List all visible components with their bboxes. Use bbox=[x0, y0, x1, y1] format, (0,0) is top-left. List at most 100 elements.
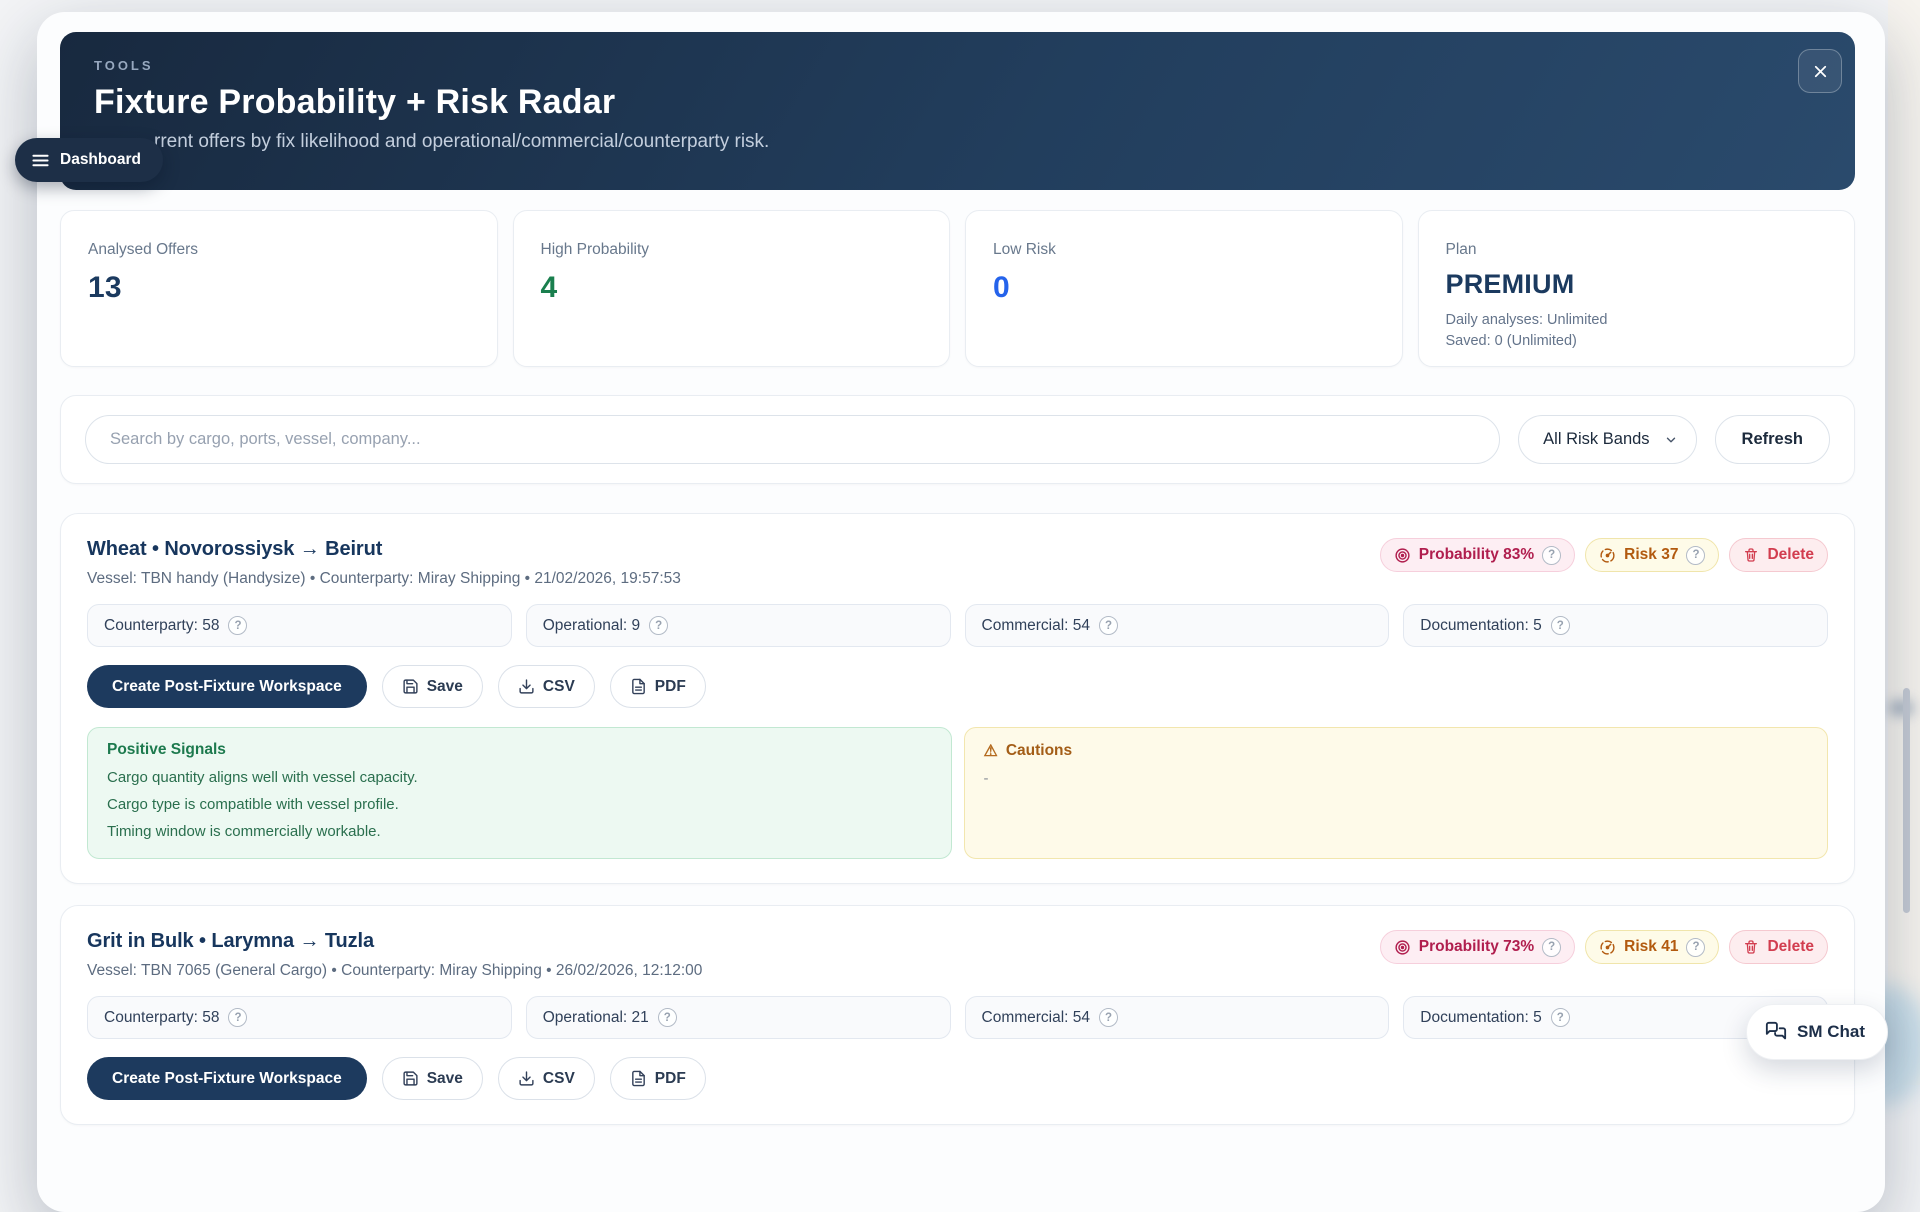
help-icon[interactable]: ? bbox=[1099, 616, 1118, 635]
background-blur-smudge bbox=[1888, 700, 1914, 716]
close-icon bbox=[1811, 62, 1830, 81]
help-icon[interactable]: ? bbox=[228, 1008, 247, 1027]
metric-label: Operational: 9 bbox=[543, 617, 640, 635]
stat-label: High Probability bbox=[541, 241, 923, 259]
bullseye-icon bbox=[1394, 939, 1411, 956]
help-icon[interactable]: ? bbox=[1542, 546, 1561, 565]
save-icon bbox=[402, 678, 419, 695]
modal-header: TOOLS Fixture Probability + Risk Radar r… bbox=[60, 32, 1855, 190]
metric-label: Commercial: 54 bbox=[982, 1009, 1091, 1027]
stat-card-low-risk: Low Risk 0 bbox=[965, 210, 1403, 367]
plan-value: PREMIUM bbox=[1446, 269, 1828, 300]
positive-signal-item: Timing window is commercially workable. bbox=[107, 818, 932, 845]
caution-item: - bbox=[984, 770, 1809, 787]
save-button[interactable]: Save bbox=[382, 665, 483, 708]
header-subtitle: rrent offers by fix likelihood and opera… bbox=[154, 131, 1855, 153]
sm-chat-button[interactable]: SM Chat bbox=[1746, 1004, 1888, 1060]
offer-card: Wheat • Novorossiysk → Beirut Vessel: TB… bbox=[60, 513, 1855, 884]
trash-icon bbox=[1743, 547, 1759, 563]
pdf-export-button[interactable]: PDF bbox=[610, 665, 706, 708]
create-workspace-button[interactable]: Create Post-Fixture Workspace bbox=[87, 1057, 367, 1100]
metrics-row: Counterparty: 58 ? Operational: 21 ? Com… bbox=[87, 996, 1828, 1039]
offer-card: Grit in Bulk • Larymna → Tuzla Vessel: T… bbox=[60, 905, 1855, 1125]
search-input[interactable] bbox=[85, 415, 1500, 464]
chevron-down-icon bbox=[1664, 433, 1678, 447]
help-icon[interactable]: ? bbox=[658, 1008, 677, 1027]
positive-signal-item: Cargo quantity aligns well with vessel c… bbox=[107, 764, 932, 791]
radar-icon bbox=[1599, 547, 1616, 564]
plan-daily-analyses: Daily analyses: Unlimited bbox=[1446, 310, 1828, 331]
trash-icon bbox=[1743, 939, 1759, 955]
risk-badge[interactable]: Risk 37 ? bbox=[1585, 538, 1719, 572]
offer-actions: Create Post-Fixture Workspace Save CSV P… bbox=[87, 665, 1828, 708]
close-button[interactable] bbox=[1798, 49, 1842, 93]
sm-chat-label: SM Chat bbox=[1797, 1022, 1865, 1042]
help-icon[interactable]: ? bbox=[1551, 616, 1570, 635]
plan-detail: Daily analyses: Unlimited Saved: 0 (Unli… bbox=[1446, 310, 1828, 352]
csv-export-button[interactable]: CSV bbox=[498, 1057, 595, 1100]
help-icon[interactable]: ? bbox=[1099, 1008, 1118, 1027]
help-icon[interactable]: ? bbox=[1686, 938, 1705, 957]
save-button-label: Save bbox=[427, 678, 463, 696]
bullseye-icon bbox=[1394, 547, 1411, 564]
stat-label: Analysed Offers bbox=[88, 241, 470, 259]
probability-badge[interactable]: Probability 83% ? bbox=[1380, 538, 1575, 572]
help-icon[interactable]: ? bbox=[228, 616, 247, 635]
cautions-box: ⚠ Cautions - bbox=[964, 727, 1829, 859]
positive-signals-title: Positive Signals bbox=[107, 741, 932, 759]
offer-badges: Probability 73% ? Risk 41 ? Delete bbox=[1380, 930, 1828, 964]
stat-card-high-probability: High Probability 4 bbox=[513, 210, 951, 367]
refresh-button[interactable]: Refresh bbox=[1715, 415, 1830, 464]
offer-title: Grit in Bulk • Larymna → Tuzla bbox=[87, 930, 702, 953]
pdf-export-button[interactable]: PDF bbox=[610, 1057, 706, 1100]
stats-row: Analysed Offers 13 High Probability 4 Lo… bbox=[60, 210, 1855, 367]
metric-commercial: Commercial: 54 ? bbox=[965, 996, 1390, 1039]
stat-label: Plan bbox=[1446, 241, 1828, 259]
risk-badge[interactable]: Risk 41 ? bbox=[1585, 930, 1719, 964]
cautions-title: ⚠ Cautions bbox=[984, 741, 1809, 761]
probability-badge-label: Probability 83% bbox=[1419, 546, 1534, 564]
risk-radar-modal: TOOLS Fixture Probability + Risk Radar r… bbox=[37, 12, 1885, 1212]
help-icon[interactable]: ? bbox=[1686, 546, 1705, 565]
csv-export-button[interactable]: CSV bbox=[498, 665, 595, 708]
metric-label: Documentation: 5 bbox=[1420, 1009, 1542, 1027]
header-eyebrow: TOOLS bbox=[94, 58, 1855, 73]
metric-commercial: Commercial: 54 ? bbox=[965, 604, 1390, 647]
metric-documentation: Documentation: 5 ? bbox=[1403, 604, 1828, 647]
risk-badge-label: Risk 37 bbox=[1624, 546, 1678, 564]
signals-row: Positive Signals Cargo quantity aligns w… bbox=[87, 727, 1828, 859]
probability-badge[interactable]: Probability 73% ? bbox=[1380, 930, 1575, 964]
plan-saved: Saved: 0 (Unlimited) bbox=[1446, 331, 1828, 352]
hamburger-menu-icon bbox=[31, 151, 50, 170]
pdf-button-label: PDF bbox=[655, 678, 686, 696]
create-workspace-button[interactable]: Create Post-Fixture Workspace bbox=[87, 665, 367, 708]
offer-titles: Grit in Bulk • Larymna → Tuzla Vessel: T… bbox=[87, 930, 702, 980]
save-button[interactable]: Save bbox=[382, 1057, 483, 1100]
scrollbar-thumb[interactable] bbox=[1903, 688, 1910, 913]
radar-icon bbox=[1599, 939, 1616, 956]
metric-counterparty: Counterparty: 58 ? bbox=[87, 996, 512, 1039]
metric-label: Counterparty: 58 bbox=[104, 617, 219, 635]
stat-card-analysed-offers: Analysed Offers 13 bbox=[60, 210, 498, 367]
stat-value: 0 bbox=[993, 271, 1375, 305]
offer-badges: Probability 83% ? Risk 37 ? Delete bbox=[1380, 538, 1828, 572]
document-icon bbox=[630, 1070, 647, 1087]
download-icon bbox=[518, 678, 535, 695]
risk-band-select[interactable]: All Risk Bands bbox=[1518, 415, 1696, 464]
offer-meta: Vessel: TBN handy (Handysize) • Counterp… bbox=[87, 570, 681, 588]
help-icon[interactable]: ? bbox=[1542, 938, 1561, 957]
offer-titles: Wheat • Novorossiysk → Beirut Vessel: TB… bbox=[87, 538, 681, 588]
probability-badge-label: Probability 73% bbox=[1419, 938, 1534, 956]
metric-counterparty: Counterparty: 58 ? bbox=[87, 604, 512, 647]
csv-button-label: CSV bbox=[543, 678, 575, 696]
offer-title: Wheat • Novorossiysk → Beirut bbox=[87, 538, 681, 561]
delete-button[interactable]: Delete bbox=[1729, 538, 1828, 572]
help-icon[interactable]: ? bbox=[1551, 1008, 1570, 1027]
delete-button[interactable]: Delete bbox=[1729, 930, 1828, 964]
warning-icon: ⚠ bbox=[984, 741, 998, 761]
dashboard-button[interactable]: Dashboard bbox=[15, 138, 163, 182]
stat-card-plan: Plan PREMIUM Daily analyses: Unlimited S… bbox=[1418, 210, 1856, 367]
metric-label: Documentation: 5 bbox=[1420, 617, 1542, 635]
help-icon[interactable]: ? bbox=[649, 616, 668, 635]
background-page-strip bbox=[1888, 0, 1920, 1085]
